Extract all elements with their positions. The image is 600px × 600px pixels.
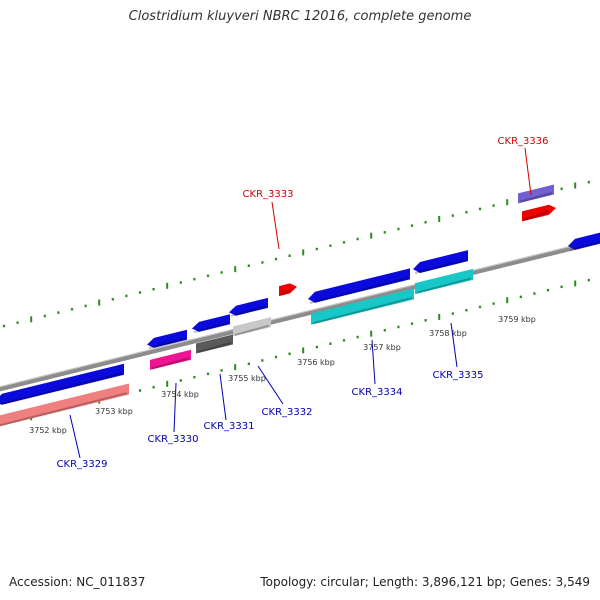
scale-label: 3756 kbp <box>297 358 335 367</box>
leader-line <box>271 201 280 250</box>
cds-bar-ckr-3330 <box>150 349 191 370</box>
scale-label: 3757 kbp <box>363 343 401 352</box>
gene-label-ckr-3333[interactable]: CKR_3333 <box>243 189 294 200</box>
gene-label-ckr-3329[interactable]: CKR_3329 <box>57 459 108 470</box>
gene-label-leaders <box>69 147 532 459</box>
scale-label: 3752 kbp <box>29 426 67 435</box>
gene-arrow-next <box>568 232 600 250</box>
genome-backbone <box>0 238 600 392</box>
gene-label-ckr-3331[interactable]: CKR_3331 <box>204 421 255 432</box>
gene-labels: CKR_3329 CKR_3330 CKR_3331 CKR_3332 CKR_3333… <box>57 136 549 470</box>
cds-bar-ckr-3335 <box>415 268 473 295</box>
outer-tick-track <box>2 180 590 328</box>
gene-arrow-ckr-3331 <box>192 314 230 332</box>
leader-line <box>524 147 532 196</box>
leader-line <box>219 373 227 421</box>
cds-bar-ckr-3331 <box>196 334 233 354</box>
scale-label: 3754 kbp <box>161 390 199 399</box>
gene-features <box>0 184 600 427</box>
gene-arrow-ckr-3335 <box>413 250 468 273</box>
cds-bar-ckr-3334 <box>311 288 414 325</box>
leader-line <box>173 382 177 433</box>
gene-label-ckr-3336[interactable]: CKR_3336 <box>498 136 549 147</box>
accession-text: Accession: NC_011837 <box>9 575 146 589</box>
leader-line <box>371 339 376 385</box>
gene-arrow-ckr-3334 <box>308 268 410 303</box>
gene-label-ckr-3332[interactable]: CKR_3332 <box>262 407 313 418</box>
scale-label: 3753 kbp <box>95 407 133 416</box>
cds-bar-ckr-3332 <box>233 317 271 337</box>
gene-arrow-ckr-3336 <box>522 204 556 222</box>
gene-label-ckr-3335[interactable]: CKR_3335 <box>433 370 484 381</box>
leader-line <box>257 365 284 405</box>
leader-line <box>450 322 458 368</box>
gene-arrow-ckr-3329 <box>0 363 124 405</box>
scale-labels: 3752 kbp 3753 kbp 3754 kbp 3755 kbp 3756 kbp… <box>29 315 536 435</box>
genome-stats-text: Topology: circular; Length: 3,896,121 bp… <box>260 575 590 589</box>
gene-label-ckr-3334[interactable]: CKR_3334 <box>352 387 403 398</box>
genome-title: Clostridium kluyveri NBRC 12016, complet… <box>128 9 472 24</box>
cds-bar-ckr-3329 <box>0 383 129 427</box>
scale-label: 3759 kbp <box>498 315 536 324</box>
gene-arrow-ckr-3332 <box>229 297 268 316</box>
scale-label: 3758 kbp <box>429 329 467 338</box>
gene-arrow-ckr-3330 <box>147 329 187 348</box>
leader-line <box>69 414 81 459</box>
scale-label: 3755 kbp <box>228 374 266 383</box>
cds-bar-ckr-3336 <box>518 184 554 204</box>
gene-arrow-ckr-3333 <box>279 283 297 297</box>
gene-label-ckr-3330[interactable]: CKR_3330 <box>148 434 199 445</box>
